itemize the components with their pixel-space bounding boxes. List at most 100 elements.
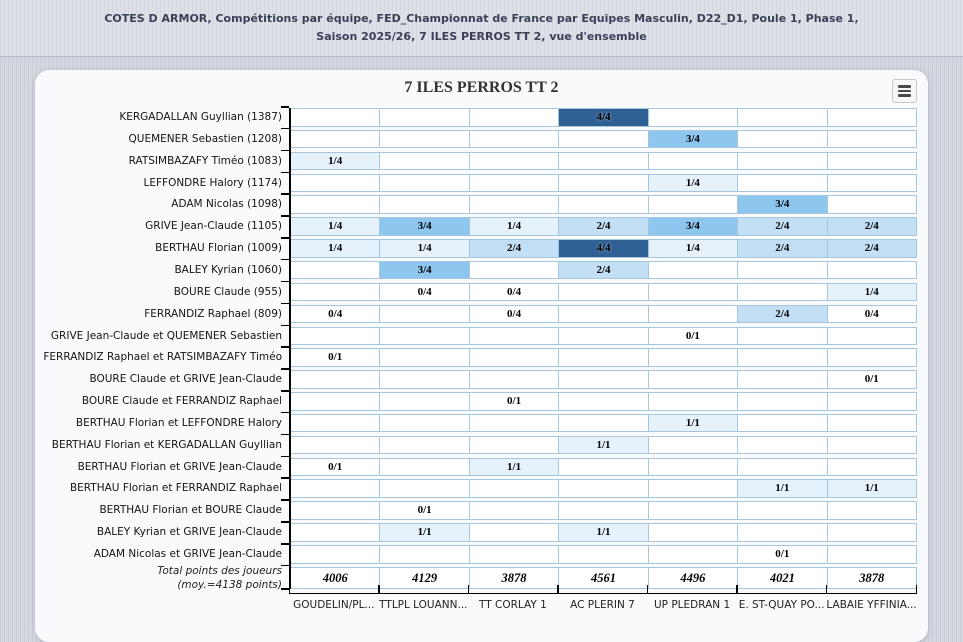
heatmap-cell[interactable]: 1/1 bbox=[558, 524, 648, 541]
heatmap-cell[interactable] bbox=[826, 436, 916, 454]
heatmap-cell[interactable] bbox=[291, 415, 379, 432]
heatmap-cell[interactable] bbox=[379, 393, 468, 410]
heatmap-cell[interactable] bbox=[826, 261, 916, 279]
heatmap-cell[interactable]: 1/4 bbox=[468, 218, 559, 235]
heatmap-cell[interactable]: 1/1 bbox=[826, 480, 916, 497]
heatmap-cell[interactable]: 2/4 bbox=[737, 218, 827, 235]
heatmap-cell[interactable]: 0/1 bbox=[379, 502, 469, 519]
heatmap-cell[interactable] bbox=[647, 261, 737, 279]
heatmap-cell[interactable] bbox=[737, 371, 826, 388]
heatmap-cell[interactable]: 0/1 bbox=[291, 458, 380, 476]
heatmap-cell[interactable]: 1/4 bbox=[826, 283, 916, 301]
heatmap-cell[interactable] bbox=[291, 131, 379, 148]
heatmap-cell[interactable] bbox=[558, 480, 647, 497]
heatmap-cell[interactable] bbox=[468, 371, 558, 388]
heatmap-cell[interactable] bbox=[468, 174, 558, 192]
heatmap-cell[interactable] bbox=[379, 458, 468, 476]
heatmap-cell[interactable]: 1/4 bbox=[647, 174, 738, 192]
heatmap-cell[interactable]: 1/4 bbox=[291, 218, 380, 235]
heatmap-cell[interactable] bbox=[379, 327, 468, 344]
heatmap-cell[interactable] bbox=[737, 283, 826, 301]
heatmap-cell[interactable] bbox=[647, 546, 737, 563]
heatmap-cell[interactable]: 0/4 bbox=[379, 283, 469, 301]
heatmap-cell[interactable] bbox=[737, 130, 826, 148]
heatmap-cell[interactable] bbox=[468, 196, 558, 213]
heatmap-cell[interactable] bbox=[379, 305, 468, 323]
heatmap-cell[interactable] bbox=[558, 502, 647, 519]
heatmap-cell[interactable]: 0/4 bbox=[826, 305, 916, 323]
heatmap-cell[interactable] bbox=[826, 109, 916, 126]
heatmap-cell[interactable]: 4/4 bbox=[558, 240, 648, 257]
heatmap-cell[interactable] bbox=[647, 305, 737, 323]
heatmap-cell[interactable] bbox=[558, 327, 647, 344]
heatmap-cell[interactable] bbox=[558, 130, 647, 148]
heatmap-cell[interactable]: 0/1 bbox=[291, 349, 380, 366]
heatmap-cell[interactable]: 1/4 bbox=[379, 240, 469, 257]
heatmap-cell[interactable] bbox=[558, 349, 647, 366]
heatmap-cell[interactable] bbox=[826, 327, 916, 344]
heatmap-cell[interactable]: 1/4 bbox=[291, 152, 380, 170]
heatmap-cell[interactable]: 1/4 bbox=[647, 240, 738, 257]
heatmap-cell[interactable]: 2/4 bbox=[826, 240, 916, 257]
heatmap-cell[interactable] bbox=[468, 152, 558, 170]
heatmap-cell[interactable] bbox=[379, 109, 468, 126]
heatmap-cell[interactable] bbox=[379, 130, 468, 148]
heatmap-cell[interactable] bbox=[647, 480, 737, 497]
heatmap-cell[interactable]: 2/4 bbox=[468, 240, 559, 257]
heatmap-cell[interactable] bbox=[647, 502, 737, 519]
heatmap-cell[interactable] bbox=[468, 109, 558, 126]
heatmap-cell[interactable] bbox=[647, 283, 737, 301]
heatmap-cell[interactable]: 0/1 bbox=[826, 371, 916, 388]
heatmap-cell[interactable] bbox=[558, 152, 647, 170]
heatmap-cell[interactable] bbox=[468, 261, 558, 279]
heatmap-cell[interactable]: 0/1 bbox=[647, 327, 738, 344]
heatmap-cell[interactable] bbox=[826, 349, 916, 366]
heatmap-cell[interactable] bbox=[468, 130, 558, 148]
heatmap-cell[interactable] bbox=[737, 414, 826, 432]
heatmap-cell[interactable]: 0/1 bbox=[737, 546, 827, 563]
heatmap-cell[interactable] bbox=[737, 261, 826, 279]
heatmap-cell[interactable] bbox=[468, 414, 558, 432]
heatmap-cell[interactable] bbox=[379, 480, 468, 497]
heatmap-cell[interactable]: 3/4 bbox=[379, 218, 469, 235]
heatmap-cell[interactable] bbox=[379, 349, 468, 366]
heatmap-cell[interactable] bbox=[468, 502, 558, 519]
heatmap-cell[interactable] bbox=[558, 414, 647, 432]
heatmap-cell[interactable] bbox=[826, 458, 916, 476]
heatmap-cell[interactable] bbox=[826, 196, 916, 213]
heatmap-cell[interactable] bbox=[737, 152, 826, 170]
heatmap-cell[interactable] bbox=[558, 283, 647, 301]
heatmap-cell[interactable]: 2/4 bbox=[558, 218, 648, 235]
heatmap-cell[interactable] bbox=[291, 393, 379, 410]
heatmap-cell[interactable] bbox=[291, 546, 379, 563]
heatmap-cell[interactable] bbox=[379, 174, 468, 192]
heatmap-cell[interactable]: 2/4 bbox=[558, 261, 648, 279]
heatmap-cell[interactable] bbox=[291, 437, 379, 454]
heatmap-cell[interactable] bbox=[647, 371, 737, 388]
heatmap-cell[interactable] bbox=[291, 196, 379, 213]
heatmap-cell[interactable] bbox=[558, 393, 647, 410]
heatmap-cell[interactable]: 4/4 bbox=[558, 109, 648, 126]
heatmap-cell[interactable]: 3/4 bbox=[737, 196, 827, 213]
heatmap-cell[interactable]: 3/4 bbox=[379, 261, 469, 279]
heatmap-cell[interactable] bbox=[737, 349, 826, 366]
heatmap-cell[interactable] bbox=[291, 502, 379, 519]
heatmap-cell[interactable] bbox=[737, 524, 826, 541]
heatmap-cell[interactable] bbox=[826, 524, 916, 541]
heatmap-cell[interactable] bbox=[291, 480, 379, 497]
heatmap-cell[interactable] bbox=[558, 546, 647, 563]
heatmap-cell[interactable] bbox=[826, 130, 916, 148]
heatmap-cell[interactable] bbox=[826, 393, 916, 410]
heatmap-cell[interactable] bbox=[379, 414, 468, 432]
heatmap-cell[interactable] bbox=[826, 546, 916, 563]
heatmap-cell[interactable] bbox=[647, 349, 737, 366]
heatmap-cell[interactable]: 1/1 bbox=[737, 480, 827, 497]
heatmap-cell[interactable] bbox=[737, 174, 826, 192]
heatmap-cell[interactable] bbox=[379, 436, 468, 454]
heatmap-cell[interactable] bbox=[647, 196, 737, 213]
heatmap-cell[interactable]: 3/4 bbox=[647, 130, 738, 148]
heatmap-cell[interactable]: 0/4 bbox=[291, 305, 380, 323]
heatmap-cell[interactable]: 0/4 bbox=[468, 305, 559, 323]
heatmap-cell[interactable] bbox=[468, 480, 558, 497]
heatmap-cell[interactable] bbox=[291, 371, 379, 388]
